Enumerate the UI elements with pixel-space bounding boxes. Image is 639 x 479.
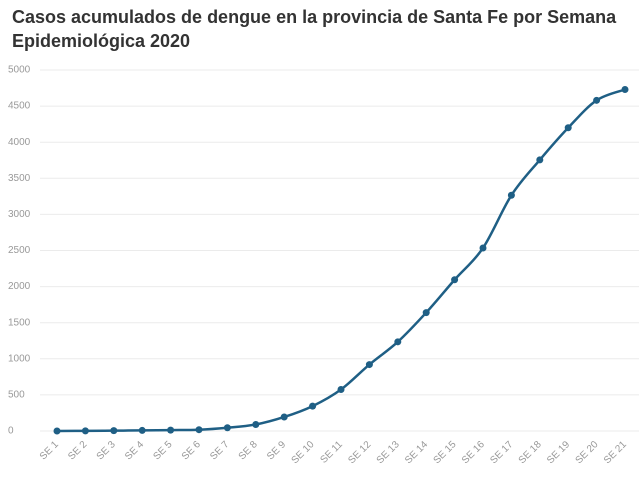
point <box>309 402 317 410</box>
point <box>138 426 146 434</box>
y-tick-label: 3000 <box>8 209 31 220</box>
x-tick-label: SE 13 <box>375 439 402 466</box>
x-tick-label: SE 3 <box>95 439 118 462</box>
x-tick-label: SE 15 <box>432 439 459 466</box>
point <box>337 385 345 393</box>
point <box>195 426 203 434</box>
x-tick-label: SE 19 <box>545 439 572 466</box>
point <box>252 421 260 429</box>
point <box>479 244 487 252</box>
point <box>564 124 572 132</box>
y-tick-label: 1000 <box>8 353 31 364</box>
x-tick-label: SE 8 <box>237 439 260 462</box>
line <box>56 88 626 433</box>
point <box>365 361 373 369</box>
x-tick-label: SE 14 <box>403 439 430 466</box>
x-tick-label: SE 9 <box>265 439 288 462</box>
point <box>536 156 544 164</box>
x-tick-label: SE 1 <box>38 439 61 462</box>
point <box>621 85 629 93</box>
point <box>451 276 459 284</box>
point <box>110 427 118 435</box>
x-tick-label: SE 2 <box>66 439 89 462</box>
y-tick-label: 500 <box>8 390 25 401</box>
point <box>593 96 601 104</box>
x-tick-label: SE 7 <box>208 439 231 462</box>
y-tick-label: 2000 <box>8 281 31 292</box>
x-tick-label: SE 20 <box>574 439 601 466</box>
y-tick-label: 4500 <box>8 101 31 112</box>
point <box>394 338 402 346</box>
y-tick-label: 1500 <box>8 317 31 328</box>
x-tick-label: SE 6 <box>180 439 203 462</box>
x-tick-label: SE 5 <box>151 439 174 462</box>
point <box>81 427 89 435</box>
x-tick-label: SE 16 <box>460 439 487 466</box>
point <box>223 424 231 432</box>
point <box>280 413 288 421</box>
y-tick-label: 3500 <box>8 173 31 184</box>
point <box>422 309 430 317</box>
x-tick-label: SE 21 <box>602 439 629 466</box>
point <box>507 191 515 199</box>
y-tick-label: 5000 <box>8 65 31 76</box>
y-tick-label: 2500 <box>8 245 31 256</box>
chart-title: Casos acumulados de dengue en la provinc… <box>12 7 617 51</box>
point <box>53 427 61 435</box>
point <box>167 426 175 434</box>
x-tick-label: SE 12 <box>346 439 373 466</box>
x-tick-label: SE 18 <box>517 439 544 466</box>
x-tick-label: SE 4 <box>123 439 146 462</box>
y-tick-label: 0 <box>8 426 14 437</box>
y-tick-label: 4000 <box>8 137 31 148</box>
x-tick-label: SE 11 <box>318 439 345 466</box>
x-tick-label: SE 17 <box>488 439 515 466</box>
x-tick-label: SE 10 <box>290 439 317 466</box>
